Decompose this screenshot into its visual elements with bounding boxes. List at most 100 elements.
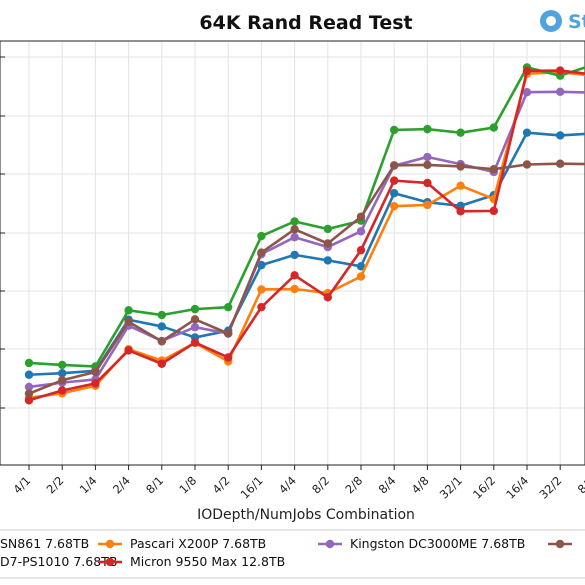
data-point <box>356 245 366 255</box>
data-point <box>356 227 366 236</box>
data-point <box>24 382 34 392</box>
data-point <box>423 152 432 162</box>
legend-label: SN861 7.68TB <box>0 536 89 551</box>
data-point <box>190 323 200 332</box>
data-point <box>423 200 432 210</box>
data-point <box>323 256 332 265</box>
data-point <box>157 337 166 346</box>
data-point <box>556 87 565 97</box>
data-point <box>24 389 34 398</box>
legend-item: Kingston DC3000ME 7.68TB <box>318 536 525 551</box>
data-point <box>556 131 565 140</box>
series-3 <box>24 63 585 371</box>
data-point <box>290 217 299 226</box>
data-point <box>556 66 565 75</box>
series-layer <box>24 63 585 405</box>
data-point <box>489 206 498 216</box>
data-point <box>323 239 332 248</box>
series-line <box>28 66 585 368</box>
data-point <box>489 165 498 174</box>
legend-label: Pascari X200P 7.68TB <box>130 536 266 551</box>
data-point <box>91 379 100 388</box>
data-point <box>356 272 366 281</box>
data-point <box>24 396 34 405</box>
legend-item <box>548 539 572 549</box>
data-point <box>290 284 299 294</box>
data-point <box>356 262 366 271</box>
data-point <box>556 159 565 168</box>
legend-item: Micron 9550 Max 12.8TB <box>98 554 285 569</box>
data-point <box>390 125 399 135</box>
data-point <box>257 302 266 312</box>
data-point <box>24 370 34 379</box>
data-point <box>356 212 366 221</box>
data-point <box>456 207 465 216</box>
legend-marker <box>105 557 115 567</box>
legend-marker <box>325 539 335 549</box>
series-line <box>28 162 585 395</box>
legend-label: Micron 9550 Max 12.8TB <box>130 554 285 569</box>
grid <box>0 41 585 465</box>
data-point <box>190 338 200 347</box>
data-point <box>157 310 166 320</box>
data-point <box>157 359 166 368</box>
data-point <box>257 260 266 270</box>
data-point <box>58 376 67 385</box>
legend-marker <box>105 539 115 549</box>
series-line <box>28 69 585 402</box>
legend: SN861 7.68TB Pascari X200P 7.68TB Kingston… <box>0 529 585 579</box>
data-point <box>224 329 233 338</box>
data-point <box>257 248 266 257</box>
data-point <box>124 317 133 326</box>
brand-logo: St <box>540 10 585 33</box>
legend-label: Kingston DC3000ME 7.68TB <box>350 536 525 551</box>
data-point <box>522 160 532 169</box>
x-axis-label: IODepth/NumJobs Combination <box>197 507 415 523</box>
data-point <box>190 315 200 324</box>
data-point <box>257 285 266 294</box>
series-5 <box>24 159 585 398</box>
legend-item: D7-PS1010 7.68TB <box>0 554 117 569</box>
legend-box <box>0 529 585 579</box>
legend-item: Pascari X200P 7.68TB <box>98 536 266 551</box>
x-tick-label: 8/8 <box>575 473 585 496</box>
data-point <box>390 201 399 211</box>
series-4 <box>24 66 585 405</box>
data-point <box>224 302 233 312</box>
data-point <box>290 271 299 280</box>
plot-area <box>0 40 585 466</box>
data-point <box>423 160 432 170</box>
data-point <box>456 162 465 171</box>
data-point <box>390 176 399 185</box>
data-point <box>522 87 532 97</box>
logo-icon-center <box>546 16 556 26</box>
series-line <box>28 90 585 389</box>
data-point <box>58 386 67 395</box>
data-point <box>290 250 299 260</box>
data-point <box>522 128 532 137</box>
data-point <box>290 233 299 242</box>
data-point <box>489 123 498 132</box>
data-point <box>456 181 465 190</box>
data-point <box>456 128 465 137</box>
data-point <box>157 322 166 331</box>
data-point <box>423 178 432 188</box>
data-point <box>91 367 100 377</box>
logo-text: St <box>568 11 585 33</box>
data-point <box>124 346 133 355</box>
data-point <box>58 360 67 370</box>
data-point <box>124 306 133 315</box>
data-point <box>24 358 34 368</box>
data-point <box>190 304 200 314</box>
data-point <box>423 124 432 134</box>
data-point <box>390 161 399 170</box>
data-point <box>290 225 299 234</box>
data-point <box>224 353 233 362</box>
data-point <box>522 66 532 76</box>
data-point <box>323 293 332 302</box>
data-point <box>58 368 67 378</box>
data-point <box>323 224 332 234</box>
data-point <box>390 188 399 198</box>
legend-marker <box>555 539 565 549</box>
